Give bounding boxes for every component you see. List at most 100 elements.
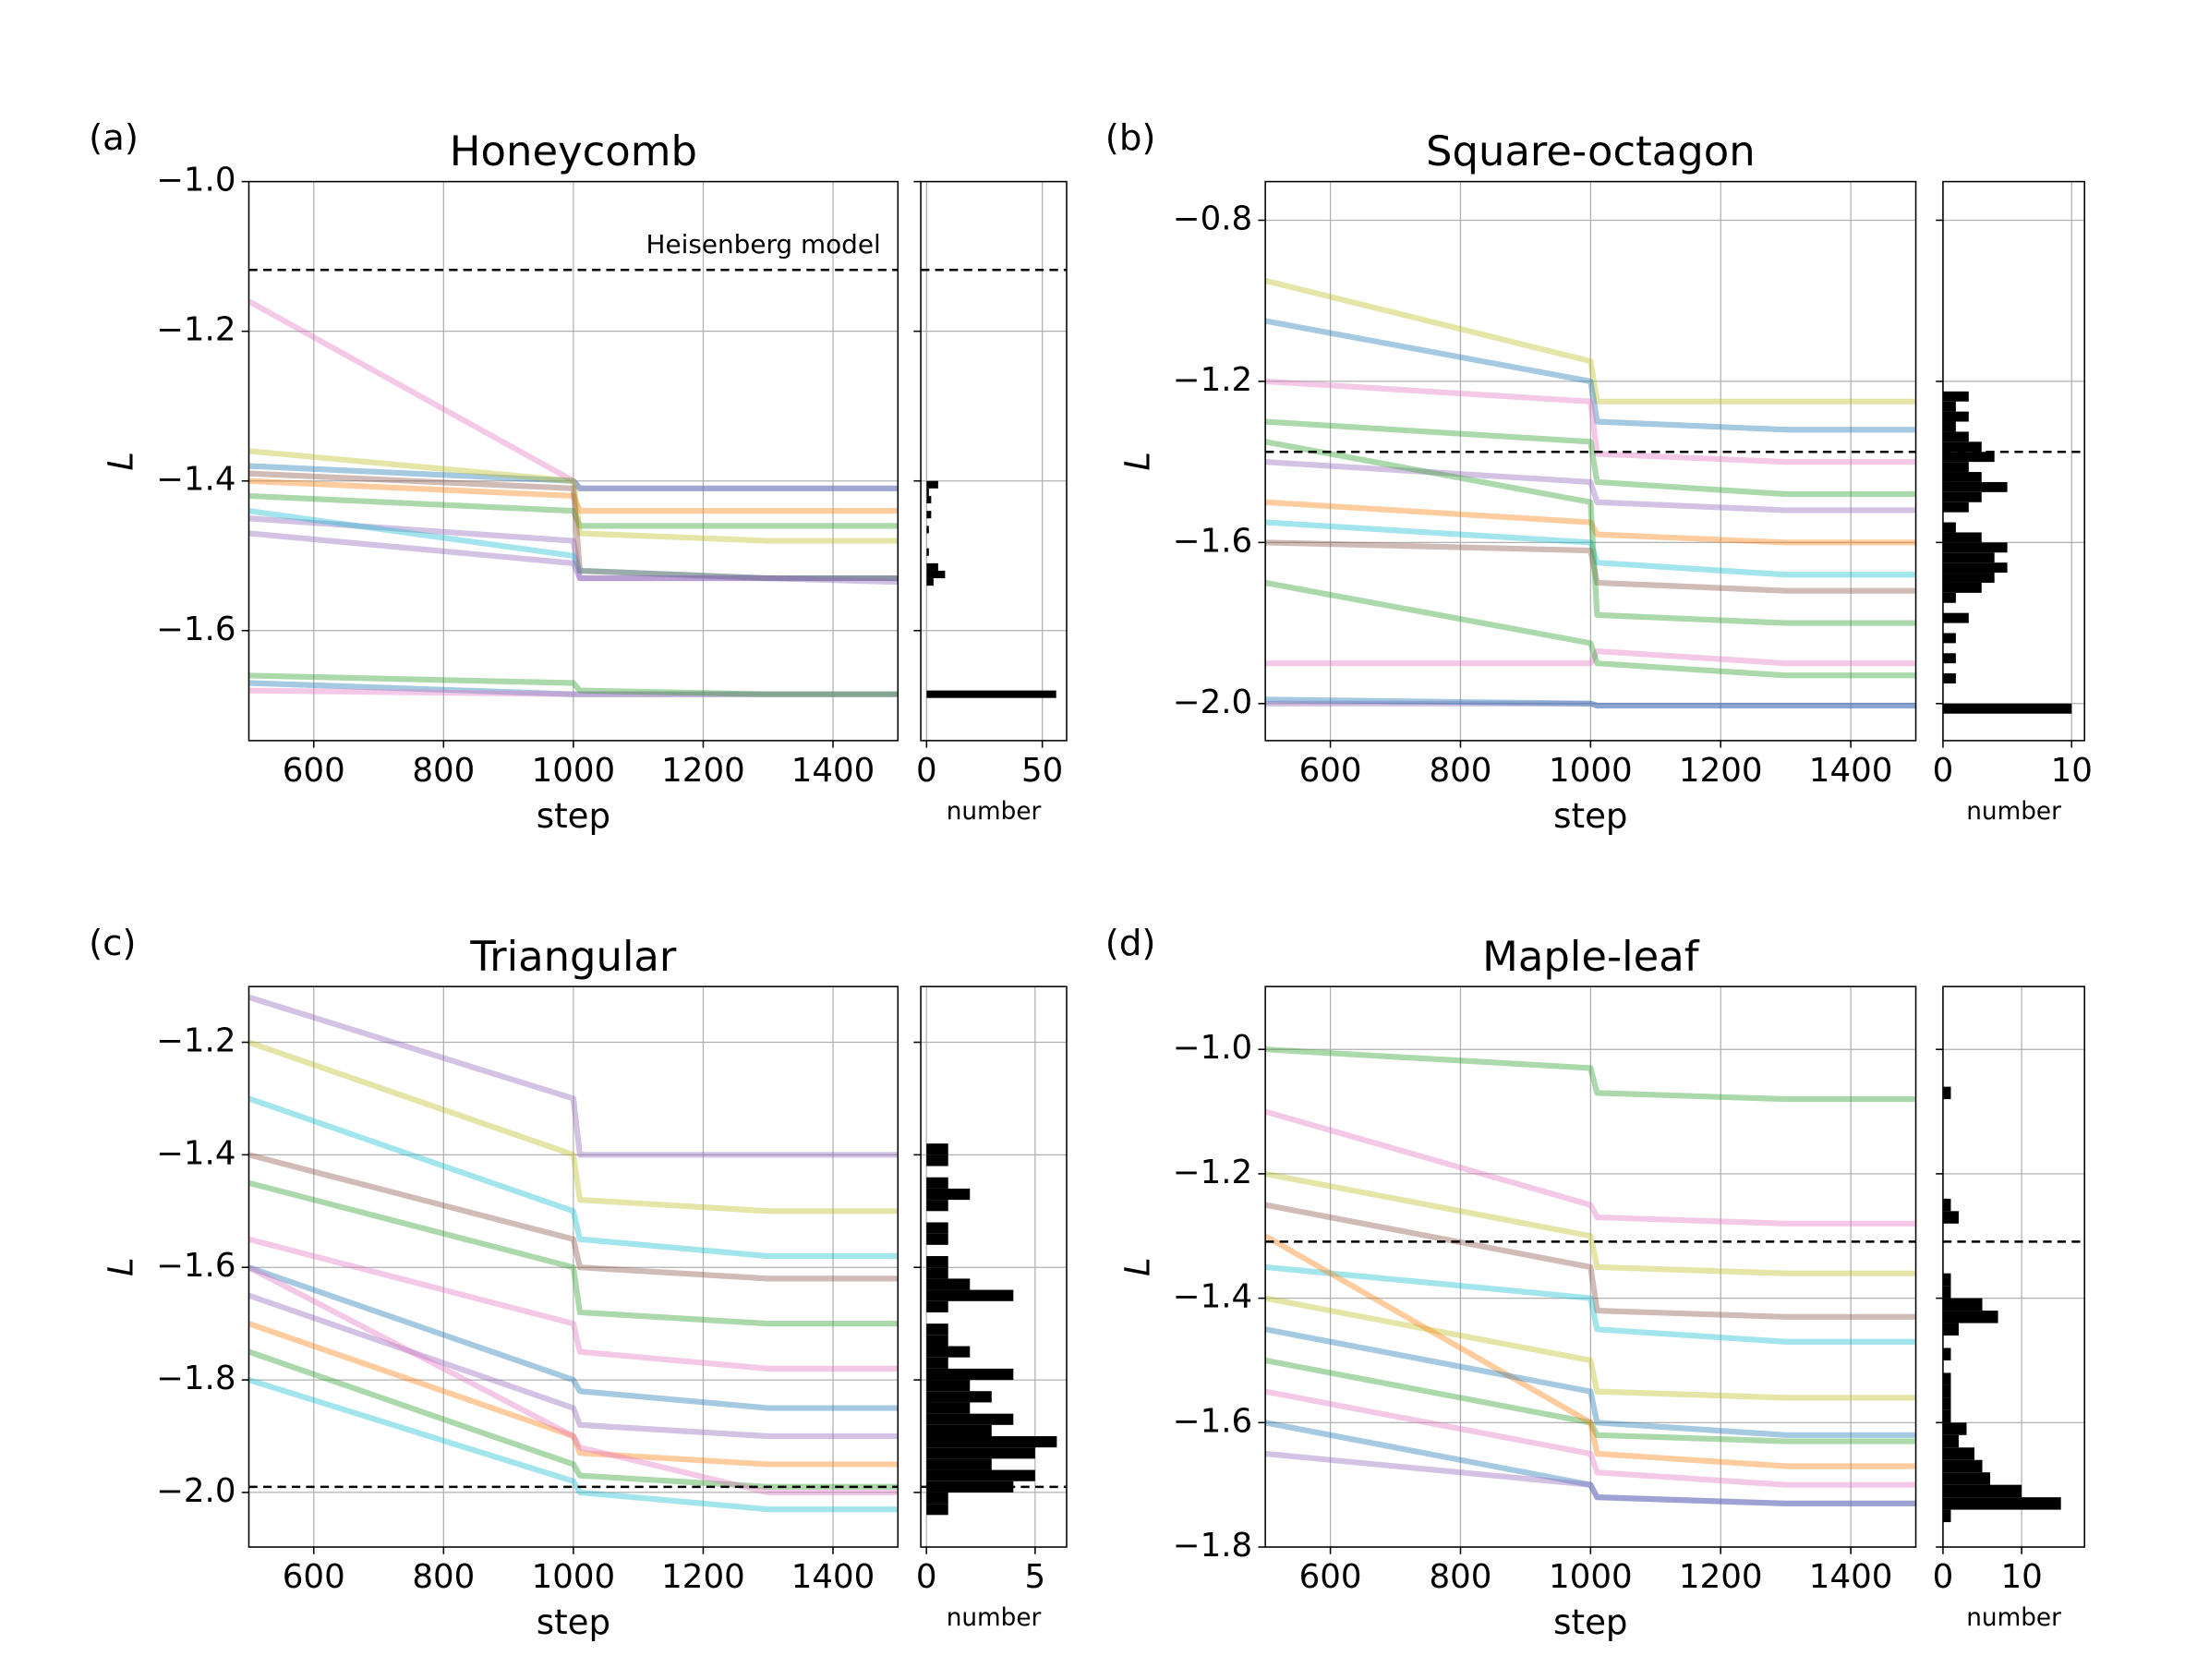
trace — [248, 680, 899, 697]
trace — [1265, 1388, 1916, 1488]
axes-frame — [920, 180, 1068, 742]
hist-bar — [1942, 573, 1995, 583]
panel-label: (a) — [89, 117, 139, 159]
chart-title: Honeycomb — [450, 127, 697, 175]
y-tick-label: −1.0 — [156, 162, 235, 199]
hist-bar — [1942, 582, 1982, 593]
trace — [248, 477, 899, 514]
hist-bar — [926, 1233, 948, 1245]
trace — [248, 1095, 899, 1260]
hist-bar — [926, 480, 938, 489]
hist-bar — [1942, 1422, 1967, 1435]
hist-bar — [926, 1154, 948, 1166]
hist-bar — [1942, 441, 1982, 453]
y-axis-label: L — [102, 452, 141, 471]
trace — [248, 1264, 899, 1496]
x-tick-label: 0 — [916, 1558, 937, 1596]
y-tick-label: −1.2 — [1173, 361, 1252, 399]
hist-bar — [926, 1300, 948, 1312]
x-tick-label: 10 — [2051, 752, 2093, 790]
hist-bar — [926, 1402, 971, 1414]
trace — [248, 1236, 899, 1372]
trace — [248, 1321, 899, 1468]
hist-bar — [1942, 462, 1969, 473]
hist-bar — [926, 1424, 992, 1436]
hist-bar — [926, 488, 929, 496]
y-tick-label: −1.4 — [1173, 1278, 1252, 1316]
hist-bar — [1942, 1409, 1951, 1423]
trace — [248, 470, 899, 582]
trace — [1265, 539, 1916, 594]
x-tick-label: 0 — [1933, 752, 1954, 790]
x-tick-label: 600 — [283, 752, 345, 790]
y-axis-label: L — [1117, 452, 1157, 471]
hist-bar — [926, 1335, 948, 1347]
hist-bar — [926, 1492, 948, 1505]
trace — [1265, 519, 1916, 578]
y-tick-label: −1.6 — [156, 610, 235, 648]
hist-bar — [1942, 1472, 1991, 1485]
x-tick-label: 5 — [1025, 1558, 1046, 1596]
hist-bar — [1942, 1298, 1983, 1311]
hist-bar — [1942, 1211, 1959, 1224]
axes-frame — [247, 180, 899, 742]
hist-bar — [926, 1256, 948, 1268]
trace — [1265, 418, 1916, 498]
hist-bar — [1942, 1286, 1951, 1299]
trace — [1265, 1046, 1916, 1103]
hist-x-label: number — [1966, 1604, 2061, 1632]
trace — [1265, 700, 1916, 709]
x-tick-label: 800 — [412, 1558, 475, 1596]
x-tick-label: 600 — [1299, 1558, 1362, 1596]
trace — [248, 687, 899, 697]
y-axis-label: L — [102, 1257, 141, 1276]
hist-bar — [1942, 391, 1969, 402]
hist-bar — [1942, 703, 2072, 714]
x-tick-label: 1200 — [661, 1558, 745, 1596]
hist-bar — [1942, 1434, 1959, 1448]
trace — [1265, 318, 1916, 433]
trace — [1265, 1108, 1916, 1227]
trace — [248, 1039, 899, 1215]
panel-label: (c) — [89, 923, 136, 964]
x-axis-label: step — [1553, 1602, 1627, 1642]
hist-bar — [926, 1267, 948, 1279]
hist-bar — [1942, 452, 1995, 463]
hist-bar — [1942, 552, 1995, 563]
hist-bar — [926, 1188, 971, 1201]
hist-bar — [1942, 633, 1956, 644]
hist-bar — [1942, 1086, 1951, 1100]
trace — [1265, 1450, 1916, 1506]
trace — [248, 1264, 899, 1411]
trace — [1265, 696, 1916, 709]
hist-bar — [926, 1289, 1014, 1301]
trace — [248, 530, 899, 586]
x-tick-label: 600 — [283, 1558, 345, 1596]
hist-bar — [926, 1177, 948, 1189]
x-tick-label: 1400 — [1809, 752, 1893, 790]
hist-bar — [926, 1413, 1014, 1425]
trace — [1265, 1326, 1916, 1438]
hist-bar — [926, 562, 938, 571]
y-axis-label: L — [1117, 1257, 1157, 1276]
hist-bar — [926, 1143, 948, 1155]
hist-bar — [1942, 1348, 1951, 1360]
trace — [248, 994, 899, 1158]
y-tick-label: −1.8 — [156, 1360, 235, 1397]
hist-bar — [926, 690, 1056, 698]
axes-frame — [1264, 985, 1917, 1548]
trace — [248, 1292, 899, 1440]
hist-x-label: number — [947, 798, 1042, 826]
trace — [1265, 579, 1916, 679]
y-tick-label: −2.0 — [1173, 683, 1252, 721]
trace — [1265, 1357, 1916, 1444]
hist-x-label: number — [947, 1604, 1042, 1632]
x-tick-label: 1200 — [661, 752, 745, 790]
axes-frame — [1942, 180, 2085, 742]
traces — [248, 298, 899, 697]
x-tick-label: 1400 — [791, 752, 875, 790]
trace — [1265, 378, 1916, 465]
x-tick-label: 1000 — [1549, 752, 1633, 790]
x-tick-label: 1000 — [532, 752, 616, 790]
hist-bar — [1942, 1397, 1951, 1410]
